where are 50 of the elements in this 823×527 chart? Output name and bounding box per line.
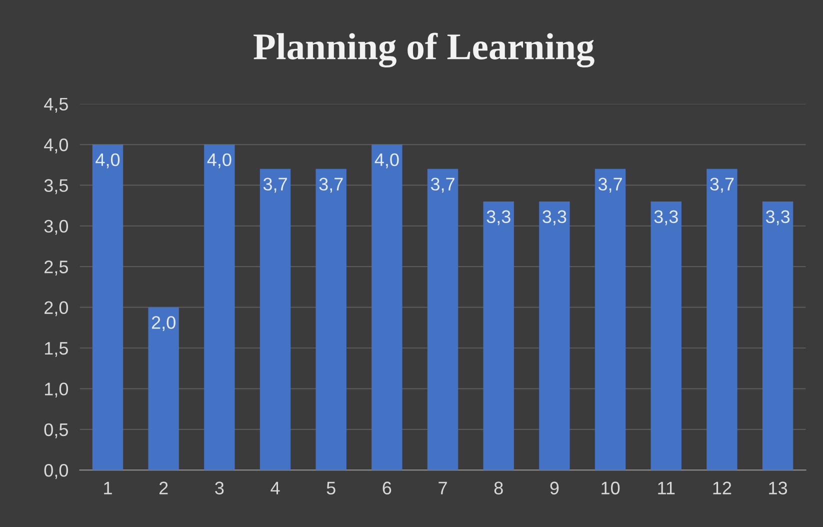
x-tick-label: 5: [326, 482, 336, 494]
bar: [260, 168, 291, 470]
bar: [706, 168, 738, 470]
data-label: 3,3: [542, 210, 566, 226]
x-tick-label: 8: [494, 482, 503, 494]
bar: [539, 201, 570, 470]
x-tick-label: 13: [769, 482, 788, 494]
x-tick-label: 7: [438, 482, 447, 494]
x-tick-label: 9: [550, 482, 559, 494]
data-label: 4,0: [374, 153, 399, 168]
bar: [650, 201, 682, 470]
chart-title: Planning of Learning: [254, 32, 594, 68]
x-tick-label: 2: [159, 482, 168, 494]
y-tick-label: 2,0: [44, 301, 68, 316]
bar: [427, 168, 458, 470]
bar: [762, 201, 794, 470]
y-tick-label: 3,5: [44, 179, 68, 194]
y-tick-label: 1,0: [45, 382, 68, 398]
x-tick-label: 12: [713, 482, 732, 494]
x-tick-label: 3: [215, 482, 224, 494]
y-tick-label: 4,0: [44, 138, 68, 154]
bar: [372, 144, 402, 470]
y-tick-label: 4,5: [44, 98, 68, 113]
data-label: 3,7: [263, 178, 287, 193]
data-label: 3,7: [710, 178, 734, 193]
bar: [148, 307, 179, 470]
y-tick-label: 3,0: [44, 220, 68, 235]
data-label: 3,3: [654, 210, 678, 226]
bar: [92, 144, 124, 470]
data-label: 4,0: [207, 153, 232, 168]
x-tick-label: 4: [270, 482, 280, 494]
x-tick-label: 1: [104, 482, 112, 494]
x-tick-label: 6: [382, 482, 392, 494]
bar: [204, 144, 235, 470]
data-label: 2,0: [152, 316, 176, 332]
y-tick-label: 0,5: [44, 423, 68, 438]
data-label: 3,7: [598, 178, 622, 193]
bar: [316, 168, 346, 470]
x-tick-label: 10: [602, 482, 620, 494]
data-label: 3,7: [319, 178, 343, 193]
y-tick-label: 2,5: [44, 260, 68, 276]
data-label: 4,0: [96, 153, 120, 168]
bar: [594, 168, 626, 470]
data-label: 3,7: [430, 178, 454, 193]
bar: [483, 201, 514, 470]
y-tick-label: 0,0: [44, 464, 68, 479]
x-tick-label: 11: [658, 482, 675, 494]
y-tick-label: 1,5: [45, 342, 68, 357]
data-label: 3,3: [486, 210, 510, 226]
data-label: 3,3: [766, 210, 790, 226]
